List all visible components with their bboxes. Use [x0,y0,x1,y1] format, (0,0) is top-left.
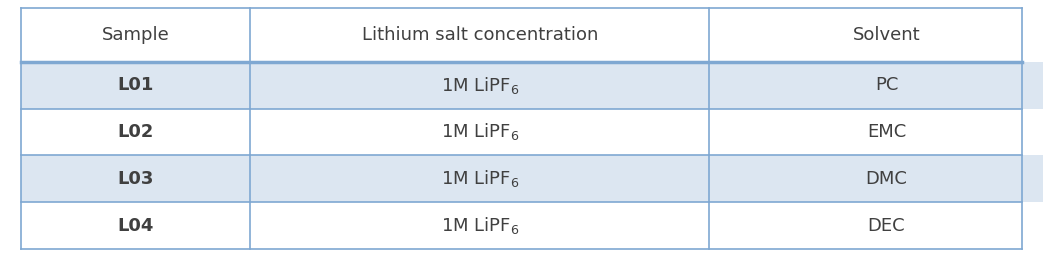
Bar [21,62,250,109]
Bar [709,109,1043,155]
Text: Solvent: Solvent [853,26,920,44]
Bar [21,8,250,62]
Text: L03: L03 [118,170,153,188]
Text: DMC: DMC [866,170,907,188]
Text: 1M LiPF$_6$: 1M LiPF$_6$ [440,168,519,189]
Bar [21,202,250,249]
Bar [250,62,709,109]
Text: L01: L01 [118,76,153,94]
Text: Sample: Sample [102,26,169,44]
Bar [250,109,709,155]
Text: EMC: EMC [867,123,906,141]
Bar [250,202,709,249]
Text: L02: L02 [118,123,153,141]
Text: PC: PC [875,76,898,94]
Bar [21,109,250,155]
Bar [709,155,1043,202]
Text: 1M LiPF$_6$: 1M LiPF$_6$ [440,215,519,236]
Text: 1M LiPF$_6$: 1M LiPF$_6$ [440,75,519,96]
Bar [709,8,1043,62]
Bar [21,155,250,202]
Text: L04: L04 [118,217,153,235]
Text: DEC: DEC [868,217,905,235]
Bar [250,8,709,62]
Bar [709,202,1043,249]
Bar [250,155,709,202]
Text: Lithium salt concentration: Lithium salt concentration [362,26,598,44]
Text: 1M LiPF$_6$: 1M LiPF$_6$ [440,121,519,143]
Bar [709,62,1043,109]
